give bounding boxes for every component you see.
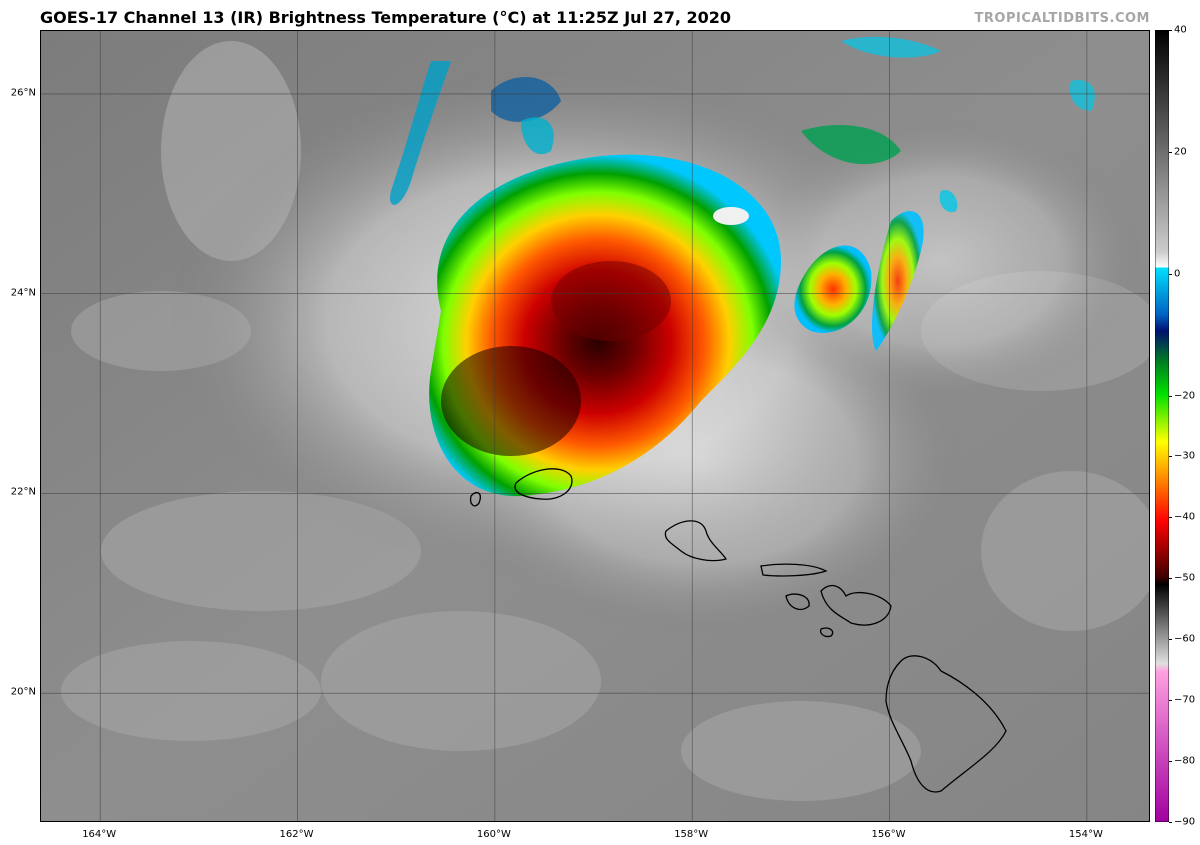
colorbar-tick: [1169, 151, 1172, 153]
island-coastlines: [469, 468, 1007, 793]
colorbar-tick: [1169, 30, 1172, 31]
temperature-colorbar: [1155, 30, 1169, 822]
kauai-coastline: [514, 468, 573, 500]
colorbar-tick-label: 40: [1174, 24, 1187, 36]
latitude-label: 22°N: [10, 486, 36, 498]
oahu-coastline: [664, 520, 728, 562]
latitude-label: 26°N: [10, 87, 36, 99]
colorbar-tick-label: −70: [1174, 694, 1196, 706]
colorbar-tick: [1169, 578, 1172, 580]
longitude-label: 154°W: [1068, 829, 1103, 840]
colorbar-tick-label: −60: [1174, 633, 1196, 645]
molokai-coastline: [760, 563, 828, 577]
colorbar-tick: [1169, 761, 1172, 763]
colorbar-tick-label: −50: [1174, 572, 1196, 584]
longitude-label: 156°W: [871, 829, 906, 840]
colorbar-tick-label: −20: [1174, 390, 1196, 402]
site-credit: TROPICALTIDBITS.COM: [974, 11, 1150, 26]
colorbar-tick: [1169, 456, 1172, 458]
latitude-label: 24°N: [10, 287, 36, 299]
eastern-rainband: [794, 125, 958, 351]
maui-coastline: [820, 584, 892, 626]
colorbar-tick: [1169, 822, 1172, 823]
longitude-label: 164°W: [82, 829, 117, 840]
colorbar-tick: [1169, 395, 1172, 397]
colorbar-tick-label: −90: [1174, 816, 1196, 828]
colorbar-tick-label: 20: [1174, 146, 1187, 158]
colorbar-tick: [1169, 517, 1172, 519]
map-title: GOES-17 Channel 13 (IR) Brightness Tempe…: [40, 8, 732, 27]
colorbar-tick: [1169, 700, 1172, 702]
colorbar-tick: [1169, 273, 1172, 275]
storm-core: [429, 154, 781, 497]
longitude-label: 162°W: [279, 829, 314, 840]
big-island-coastline: [885, 655, 1007, 793]
graticule: [41, 31, 1149, 821]
niihau-coastline: [469, 491, 481, 507]
colorbar-tick-label: 0: [1174, 268, 1181, 280]
longitude-label: 158°W: [674, 829, 709, 840]
colorbar-tick-label: −30: [1174, 450, 1196, 462]
kahoolawe-coastline: [819, 627, 834, 638]
satellite-map: [40, 30, 1150, 822]
outer-rainbands: [390, 36, 1095, 205]
colorbar-tick-label: −80: [1174, 755, 1196, 767]
longitude-label: 160°W: [476, 829, 511, 840]
latitude-label: 20°N: [10, 686, 36, 698]
lanai-coastline: [785, 593, 810, 610]
colorbar-tick-label: −40: [1174, 511, 1196, 523]
colorbar-tick: [1169, 639, 1172, 641]
